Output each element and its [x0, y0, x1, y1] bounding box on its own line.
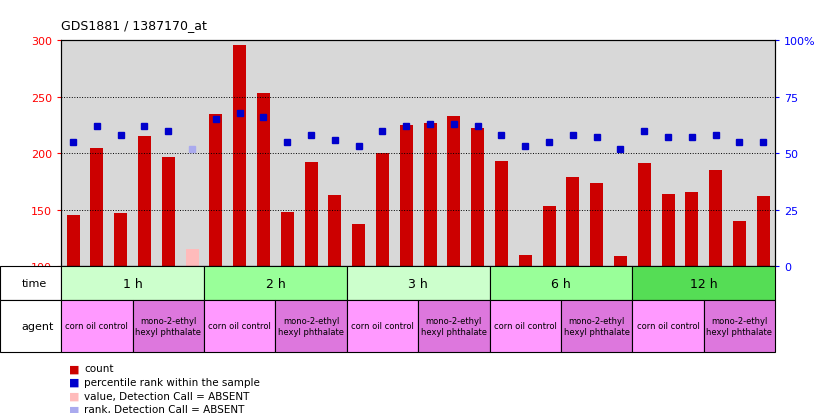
Text: ■: ■: [69, 404, 80, 413]
Bar: [424, 123, 437, 266]
Bar: [662, 195, 675, 266]
Bar: [519, 255, 532, 266]
Bar: [566, 178, 579, 266]
Text: ■: ■: [69, 391, 80, 401]
Text: value, Detection Call = ABSENT: value, Detection Call = ABSENT: [84, 391, 250, 401]
Text: rank, Detection Call = ABSENT: rank, Detection Call = ABSENT: [84, 404, 245, 413]
Text: 12 h: 12 h: [690, 277, 717, 290]
Text: 1 h: 1 h: [122, 277, 143, 290]
Bar: [281, 212, 294, 266]
Bar: [376, 154, 389, 266]
Text: 6 h: 6 h: [551, 277, 571, 290]
Text: percentile rank within the sample: percentile rank within the sample: [84, 377, 260, 387]
Text: time: time: [21, 278, 47, 288]
Text: agent: agent: [21, 321, 54, 331]
Bar: [210, 114, 223, 266]
Text: 3 h: 3 h: [408, 277, 428, 290]
Bar: [328, 195, 341, 266]
Bar: [709, 171, 722, 266]
Bar: [543, 207, 556, 266]
Bar: [733, 221, 746, 266]
Bar: [91, 148, 104, 266]
Text: GDS1881 / 1387170_at: GDS1881 / 1387170_at: [61, 19, 207, 31]
Bar: [685, 192, 698, 266]
Text: mono-2-ethyl
hexyl phthalate: mono-2-ethyl hexyl phthalate: [421, 316, 487, 336]
Bar: [185, 249, 198, 266]
Text: 2 h: 2 h: [265, 277, 286, 290]
Bar: [353, 225, 366, 266]
Text: corn oil control: corn oil control: [65, 322, 128, 330]
Bar: [233, 46, 246, 266]
Bar: [67, 216, 80, 266]
Bar: [162, 157, 175, 266]
Bar: [756, 197, 769, 266]
Bar: [257, 94, 270, 266]
Bar: [590, 183, 603, 266]
Bar: [138, 137, 151, 266]
Text: corn oil control: corn oil control: [494, 322, 557, 330]
Bar: [114, 214, 127, 266]
Text: ■: ■: [69, 363, 80, 373]
Text: mono-2-ethyl
hexyl phthalate: mono-2-ethyl hexyl phthalate: [564, 316, 630, 336]
Text: corn oil control: corn oil control: [208, 322, 271, 330]
Bar: [495, 162, 508, 266]
Text: corn oil control: corn oil control: [351, 322, 414, 330]
Text: mono-2-ethyl
hexyl phthalate: mono-2-ethyl hexyl phthalate: [707, 316, 773, 336]
Bar: [447, 117, 460, 266]
Bar: [614, 256, 627, 266]
Text: count: count: [84, 363, 113, 373]
Bar: [471, 129, 484, 266]
Text: mono-2-ethyl
hexyl phthalate: mono-2-ethyl hexyl phthalate: [135, 316, 202, 336]
Text: ■: ■: [69, 377, 80, 387]
Text: mono-2-ethyl
hexyl phthalate: mono-2-ethyl hexyl phthalate: [278, 316, 344, 336]
Text: corn oil control: corn oil control: [636, 322, 699, 330]
Bar: [304, 163, 317, 266]
Bar: [400, 126, 413, 266]
Bar: [638, 164, 651, 266]
